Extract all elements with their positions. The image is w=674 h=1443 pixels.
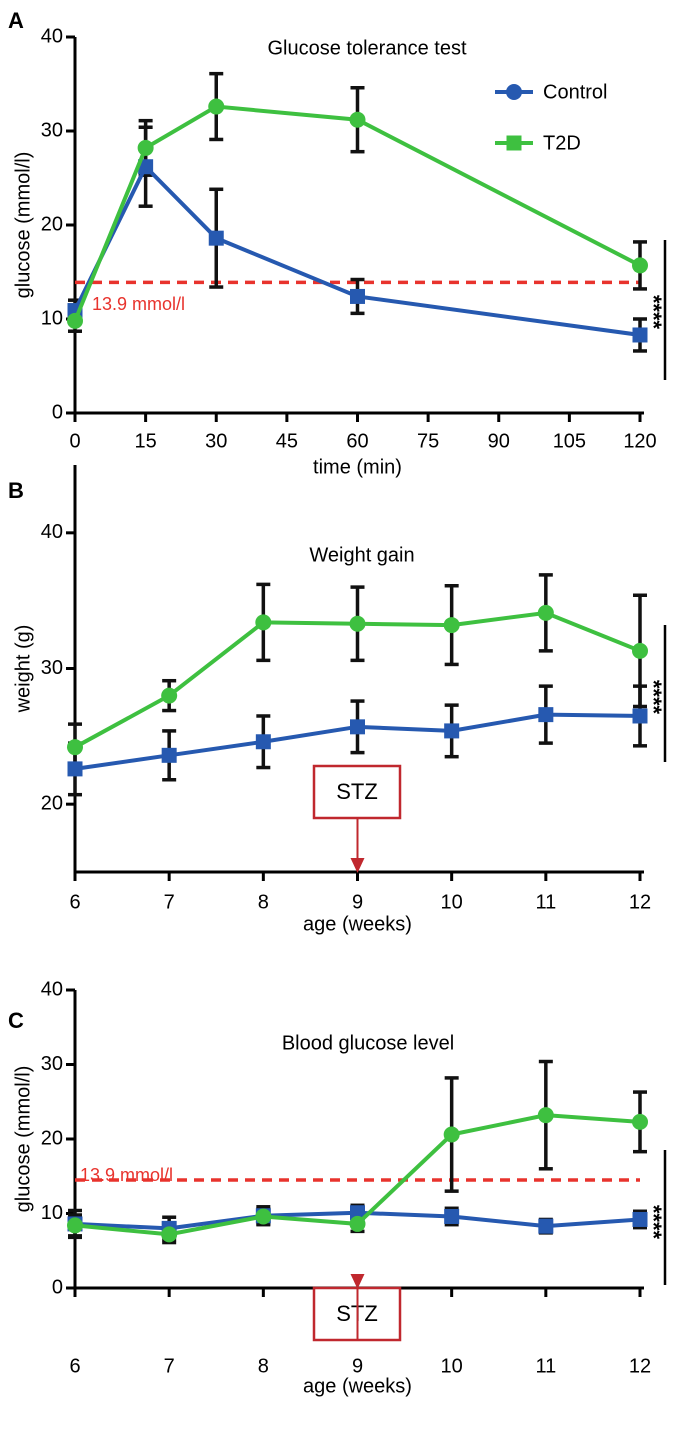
data-point-t2d [67, 1217, 83, 1234]
data-point-control [138, 159, 154, 175]
data-point-t2d [161, 687, 178, 704]
data-point-control [161, 747, 177, 763]
data-point-t2d [137, 139, 154, 156]
data-point-t2d [255, 614, 272, 631]
data-point-control [208, 230, 224, 246]
x-tick-label: 60 [346, 430, 368, 452]
x-axis-label: age (weeks) [303, 913, 412, 935]
x-tick-label: 8 [258, 1355, 269, 1377]
x-tick-label: 8 [258, 891, 269, 913]
x-tick-label: 6 [69, 1355, 80, 1377]
x-tick-label: 105 [553, 430, 586, 452]
stz-box [312, 764, 402, 820]
data-point-control [444, 1208, 460, 1224]
y-axis-label: glucose (mmol/l) [12, 1066, 34, 1213]
x-tick-label: 90 [488, 430, 510, 452]
data-point-control [350, 719, 365, 735]
data-point-t2d [349, 615, 366, 632]
y-tick-label: 0 [52, 401, 63, 423]
data-point-control [444, 723, 460, 739]
stz-arrow-head [350, 1274, 365, 1289]
y-axis-label: weight (g) [12, 625, 34, 714]
significance-stars: **** [641, 1205, 666, 1240]
y-tick-label: 10 [41, 307, 63, 329]
x-tick-label: 120 [623, 430, 656, 452]
x-tick-label: 15 [135, 430, 157, 452]
chart-title: Glucose tolerance test [268, 37, 467, 59]
x-tick-label: 11 [535, 891, 556, 913]
y-tick-label: 30 [41, 657, 63, 679]
data-point-control [350, 1205, 365, 1221]
panel-letter: B [8, 478, 24, 503]
y-tick-label: 20 [41, 213, 63, 235]
x-tick-label: 0 [69, 430, 80, 452]
x-tick-label: 7 [164, 891, 175, 913]
data-point-control [538, 707, 554, 723]
panel-b: B Weight gain 20 30 40 6 7 8 9 10 11 12 age (weeks) w… [8, 465, 667, 935]
data-point-control [255, 734, 271, 750]
panel-c: C Blood glucose level 0 10 20 30 40 6 7 8 9 10 11 12 a… [8, 978, 667, 1397]
data-point-t2d [443, 617, 460, 634]
x-tick-label: 45 [276, 430, 298, 452]
data-point-t2d [632, 1113, 648, 1130]
data-point-control [67, 761, 83, 777]
x-tick-label: 75 [417, 430, 439, 452]
x-tick-label: 11 [535, 1355, 556, 1377]
legend-label-t2d: T2D [543, 132, 581, 154]
y-tick-label: 40 [41, 978, 63, 1000]
data-point-control [632, 708, 648, 724]
data-point-t2d [255, 1208, 272, 1225]
y-tick-label: 20 [41, 1127, 63, 1149]
y-tick-label: 20 [41, 792, 63, 814]
y-tick-label: 0 [52, 1276, 63, 1298]
y-tick-label: 10 [41, 1202, 63, 1224]
x-tick-label: 12 [629, 1355, 651, 1377]
significance-stars: **** [641, 295, 666, 330]
data-point-t2d [443, 1126, 460, 1143]
data-point-t2d [349, 111, 366, 128]
x-tick-label: 7 [164, 1355, 175, 1377]
data-point-t2d [537, 1107, 554, 1124]
data-point-t2d [632, 257, 648, 274]
legend-marker-control [506, 84, 522, 100]
data-point-t2d [67, 312, 83, 329]
data-point-t2d [632, 642, 648, 659]
data-point-t2d [67, 739, 83, 756]
x-tick-label: 9 [352, 1355, 363, 1377]
threshold-label: 13.9 mmol/l [92, 294, 185, 314]
data-point-control [632, 1211, 648, 1227]
data-point-control [538, 1218, 554, 1234]
x-tick-label: 6 [69, 891, 80, 913]
x-axis-label: age (weeks) [303, 1375, 412, 1397]
data-point-control [632, 327, 648, 343]
x-tick-label: 10 [441, 1355, 463, 1377]
chart-title: Blood glucose level [282, 1032, 454, 1054]
y-axis-label: glucose (mmol/l) [12, 152, 34, 299]
panel-a: A Glucose tolerance test 0 10 20 30 40 0 15 30 45 6… [8, 8, 667, 478]
chart-title: Weight gain [309, 544, 414, 566]
data-point-control [350, 288, 365, 304]
panel-letter: C [8, 1008, 24, 1033]
significance-stars: **** [641, 680, 666, 715]
data-point-t2d [208, 98, 225, 115]
x-tick-label: 9 [352, 891, 363, 913]
y-tick-label: 30 [41, 119, 63, 141]
y-tick-label: 30 [41, 1053, 63, 1075]
stz-arrow-head [350, 858, 365, 873]
y-tick-label: 40 [41, 521, 63, 543]
panel-letter: A [8, 8, 24, 33]
y-tick-label: 40 [41, 25, 63, 47]
x-axis-label: time (min) [313, 456, 402, 478]
data-point-t2d [349, 1215, 366, 1232]
x-tick-label: 30 [205, 430, 227, 452]
stz-label: STZ [336, 779, 378, 804]
x-tick-label: 12 [629, 891, 651, 913]
data-point-t2d [537, 604, 554, 621]
legend-label-control: Control [543, 81, 607, 103]
data-point-t2d [161, 1226, 178, 1243]
legend-marker-t2d [506, 135, 522, 151]
threshold-label: 13.9 mmol/l [80, 1165, 173, 1185]
x-tick-label: 10 [441, 891, 463, 913]
